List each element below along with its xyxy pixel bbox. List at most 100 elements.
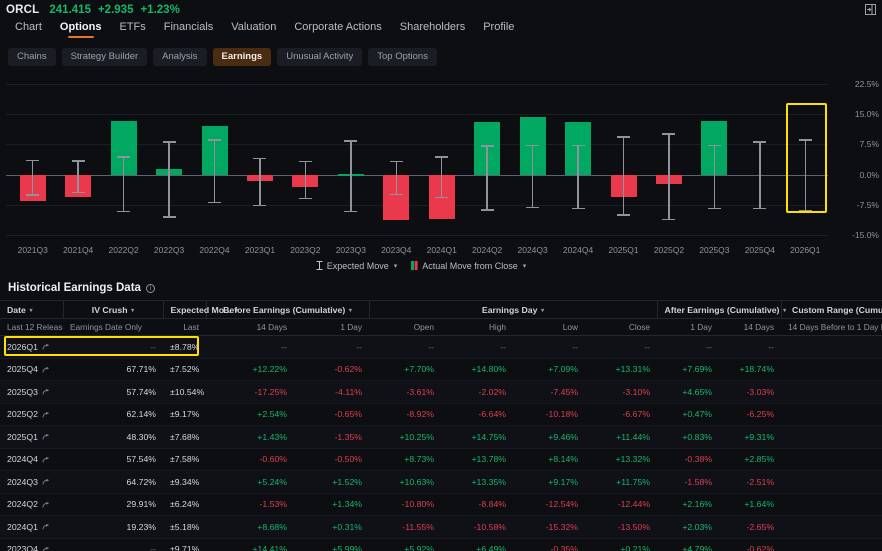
cell-custom-range: -1.53% [781, 493, 882, 516]
expected-move-whisker[interactable] [440, 156, 443, 197]
expected-move-whisker[interactable] [213, 139, 216, 202]
column-group-custom-range-cumulative[interactable]: Custom Range (Cumulative) ▾ [780, 300, 882, 319]
cell-iv-crush: -- [63, 335, 163, 359]
nav-tab-profile[interactable]: Profile [483, 21, 515, 33]
column-group-iv-crush[interactable]: IV Crush ▾ [62, 300, 163, 319]
expected-move-whisker[interactable] [168, 141, 170, 217]
chevron-down-icon[interactable]: ▾ [539, 307, 545, 314]
external-link-icon[interactable] [42, 433, 50, 440]
cell-open: +7.70% [369, 358, 442, 381]
expected-move-whisker[interactable] [395, 160, 398, 194]
expected-move-whisker[interactable] [713, 144, 716, 208]
external-link-icon[interactable] [42, 388, 50, 395]
cell-date[interactable]: 2025Q3 [0, 380, 63, 404]
sub-tab-top-options[interactable]: Top Options [368, 47, 437, 67]
nav-tab-financials[interactable]: Financials [163, 21, 214, 33]
cell-date[interactable]: 2024Q1 [0, 515, 63, 539]
table-row[interactable]: 2024Q4 57.54% ±7.58% -0.60% -0.50% +8.73% +13.… [0, 448, 882, 471]
cell-iv-crush: 29.91% [63, 493, 163, 516]
column-group-before-earnings-cumulative[interactable]: Before Earnings (Cumulative) ▾ [205, 300, 370, 319]
cell-date[interactable]: 2025Q1 [0, 425, 63, 449]
external-link-icon[interactable] [42, 546, 50, 551]
cell-date[interactable]: 2025Q2 [0, 403, 63, 426]
column-group-expected-mo[interactable]: Expected Mo... ▾ [162, 300, 238, 319]
cell-date[interactable]: 2025Q4 [0, 358, 63, 381]
expected-move-whisker[interactable] [577, 144, 579, 208]
expected-move-whisker[interactable] [31, 159, 34, 195]
cell-after-1d: -0.38% [657, 448, 720, 471]
chevron-down-icon[interactable]: ▾ [522, 263, 527, 270]
cell-date[interactable]: 2024Q3 [0, 470, 63, 494]
sub-tab-strategy-builder[interactable]: Strategy Builder [61, 47, 148, 67]
table-row[interactable]: 2025Q3 57.74% ±10.54% -17.25% -4.11% -3.61% -2… [0, 380, 882, 404]
column-subheader: Last [163, 318, 206, 336]
external-link-icon[interactable] [42, 411, 50, 418]
cell-iv-crush: 67.71% [63, 358, 163, 381]
table-row[interactable]: 2024Q3 64.72% ±9.34% +5.24% +1.52% +10.63% +13… [0, 470, 882, 494]
chevron-down-icon[interactable]: ▾ [129, 307, 135, 314]
nav-tab-etfs[interactable]: ETFs [119, 21, 146, 33]
cell-close: +11.44% [585, 425, 658, 449]
table-row[interactable]: 2023Q4 -- ±9.71% +14.41% +5.99% +5.92% +6.49% -… [0, 538, 882, 551]
column-group-after-earnings-cumulative[interactable]: After Earnings (Cumulative) ▾ [656, 300, 786, 319]
panel-collapse-icon[interactable] [864, 3, 877, 16]
sub-tab-unusual-activity[interactable]: Unusual Activity [277, 47, 363, 67]
expected-move-whisker[interactable] [759, 141, 761, 208]
table-row[interactable]: 2024Q1 19.23% ±5.18% +8.68% +0.31% -11.55% -10… [0, 515, 882, 539]
expected-move-whisker[interactable] [531, 144, 534, 207]
legend-item-expected-move[interactable]: Expected Move ▾ [316, 260, 398, 272]
column-group-date[interactable]: Date ▾ [0, 300, 63, 319]
expected-move-whisker[interactable] [77, 160, 79, 192]
cell-high: -2.02% [441, 380, 514, 404]
expected-move-whisker-cap [617, 136, 630, 138]
table-row[interactable]: 2024Q2 29.91% ±6.24% -1.53% +1.34% -10.80% -8.… [0, 493, 882, 516]
nav-tab-options[interactable]: Options [51, 20, 111, 38]
nav-tab-shareholders[interactable]: Shareholders [399, 21, 466, 33]
nav-tab-chart[interactable]: Chart [15, 21, 42, 33]
expected-move-whisker[interactable] [259, 157, 261, 205]
cell-date[interactable]: 2023Q4 [0, 538, 63, 551]
external-link-icon[interactable] [42, 343, 50, 350]
table-row[interactable]: 2025Q4 67.71% ±7.52% +12.22% -0.62% +7.70% +14… [0, 358, 882, 381]
cell-after-14d: -6.25% [719, 403, 782, 426]
legend-item-actual-move-from-close[interactable]: Actual Move from Close ▾ [411, 260, 527, 272]
expected-move-whisker[interactable] [304, 160, 307, 198]
table-row[interactable]: 2025Q2 62.14% ±9.17% +2.54% -0.65% -8.92% -6.6… [0, 403, 882, 426]
sub-tab-earnings[interactable]: Earnings [212, 47, 272, 67]
cell-date[interactable]: 2026Q1 [0, 335, 199, 359]
expected-move-whisker-cap [435, 156, 449, 158]
external-link-icon[interactable] [42, 456, 50, 463]
external-link-icon[interactable] [42, 523, 50, 530]
cell-iv-crush: 19.23% [63, 515, 163, 539]
chevron-down-icon[interactable]: ▾ [393, 263, 398, 270]
cell-after-1d: -- [657, 335, 720, 359]
external-link-icon[interactable] [42, 478, 50, 485]
chevron-down-icon[interactable]: ▾ [27, 307, 33, 314]
chevron-down-icon[interactable]: ▾ [347, 307, 352, 314]
chart-x-axis: 2021Q3 2021Q4 2022Q2 2022Q3 2022Q4 2023Q1 2023… [0, 243, 882, 259]
expected-move-whisker[interactable] [486, 145, 488, 210]
column-group-earnings-day[interactable]: Earnings Day ▾ [368, 300, 658, 319]
nav-tab-corporate-actions[interactable]: Corporate Actions [294, 21, 382, 33]
expected-move-whisker[interactable] [350, 140, 352, 211]
expected-move-whisker[interactable] [122, 156, 125, 211]
expected-move-whisker[interactable] [622, 136, 625, 215]
chart-legend: Expected Move ▾ Actual Move from Close ▾ [0, 259, 882, 273]
expected-move-whisker[interactable] [804, 139, 807, 211]
nav-tab-valuation[interactable]: Valuation [231, 21, 277, 33]
cell-date[interactable]: 2024Q4 [0, 448, 63, 471]
cell-low: +7.09% [513, 358, 586, 381]
cell-date[interactable]: 2024Q2 [0, 493, 63, 516]
info-icon[interactable]: i [145, 283, 155, 293]
table-row[interactable]: 2025Q1 48.30% ±7.68% +1.43% -1.35% +10.25% +14… [0, 425, 882, 449]
chart-plot-area[interactable]: 22.5% 15.0% 7.5% 0.0% -7.5% -15.0% [0, 78, 882, 243]
chevron-down-icon[interactable]: ▾ [781, 307, 787, 314]
sub-tab-analysis[interactable]: Analysis [153, 47, 207, 67]
external-link-icon[interactable] [42, 501, 50, 508]
cell-low: +9.17% [513, 470, 586, 494]
external-link-icon[interactable] [42, 366, 50, 373]
expected-move-whisker[interactable] [668, 133, 670, 219]
cell-high: +6.49% [441, 538, 514, 551]
sub-tab-chains[interactable]: Chains [8, 47, 56, 67]
table-row[interactable]: 2026Q1--±8.78%------------------ [0, 335, 882, 359]
